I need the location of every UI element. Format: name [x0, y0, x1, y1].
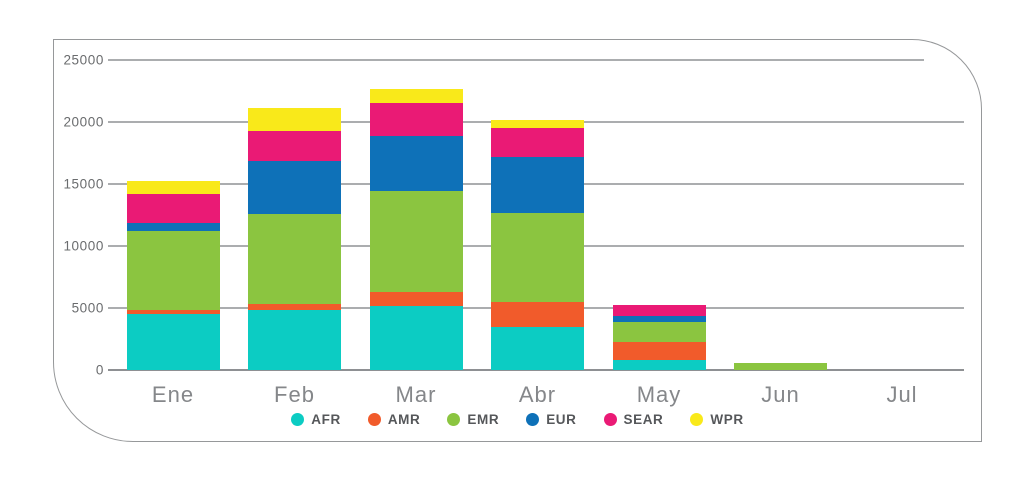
legend-dot-emr-icon [447, 413, 461, 426]
x-axis-label-ene: Ene [151, 382, 195, 407]
x-axis-label-may: May [636, 382, 682, 407]
legend-label-emr: EMR [467, 412, 500, 427]
y-axis-tick-label: 15000 [63, 176, 104, 192]
bar-segment-sear-mar [369, 103, 463, 137]
bar-segment-amr-ene [126, 309, 220, 315]
bar-segment-wpr-ene [126, 180, 220, 194]
legend-dot-eur-icon [526, 413, 540, 426]
legend-label-amr: AMR [387, 412, 421, 427]
bar-segment-eur-ene [126, 223, 220, 232]
y-axis-tick-label: 25000 [63, 52, 104, 68]
legend-label-wpr: WPR [710, 412, 744, 427]
chart-card: 0 5000 10000 15000 20000 25000 Ene Feb Mar Abr May… [53, 39, 982, 442]
bar-segment-amr-mar [369, 291, 463, 306]
bar-segment-amr-may [612, 342, 706, 361]
bar-jun [734, 362, 827, 370]
bar-segment-emr-mar [369, 191, 463, 292]
y-axis-tick-label: 20000 [63, 114, 104, 130]
bar-segment-eur-feb [248, 161, 341, 215]
x-axis-label-mar: Mar [395, 382, 437, 407]
legend-label-sear: SEAR [623, 412, 664, 427]
bar-segment-amr-abr [491, 301, 584, 328]
legend-dot-amr-icon [367, 413, 381, 426]
bar-segment-wpr-mar [369, 89, 463, 104]
legend-item-afr: AFR [291, 412, 341, 427]
bar-segment-wpr-abr [491, 120, 584, 128]
chart-legend: AFR AMR EMR EUR SEAR WPR [54, 412, 981, 427]
bar-may [612, 304, 706, 370]
bar-segment-amr-feb [248, 303, 341, 311]
bar-segment-sear-feb [248, 130, 341, 162]
y-axis-tick-label: 5000 [71, 300, 104, 316]
y-axis-tick-label: 0 [95, 362, 104, 378]
x-axis-label-jul: Jul [886, 382, 918, 407]
bar-segment-sear-may [612, 304, 706, 317]
legend-label-eur: EUR [546, 412, 577, 427]
legend-label-afr: AFR [311, 412, 341, 427]
stacked-bar-chart: 0 5000 10000 15000 20000 25000 Ene Feb Mar Abr May… [54, 40, 981, 441]
bar-segment-wpr-feb [248, 108, 341, 131]
bar-ene [126, 180, 220, 370]
bar-segment-eur-mar [369, 136, 463, 192]
bar-segment-emr-ene [126, 231, 220, 310]
legend-item-sear: SEAR [603, 412, 664, 427]
x-axis-label-abr: Abr [518, 382, 557, 407]
bar-segment-sear-abr [491, 127, 584, 157]
bar-segment-emr-may [612, 321, 706, 343]
legend-item-eur: EUR [526, 412, 576, 427]
bar-segment-afr-may [612, 360, 706, 370]
bar-segment-emr-feb [248, 214, 341, 304]
y-axis-tick-label: 10000 [63, 238, 104, 254]
x-axis-label-feb: Feb [274, 382, 315, 407]
legend-dot-wpr-icon [690, 413, 704, 426]
bar-mar [369, 89, 463, 370]
legend-item-wpr: WPR [690, 412, 743, 427]
bar-segment-afr-abr [491, 327, 584, 370]
legend-item-amr: AMR [367, 412, 421, 427]
x-axis-label-jun: Jun [761, 382, 800, 407]
legend-item-emr: EMR [447, 412, 499, 427]
bar-segment-emr-abr [491, 212, 584, 302]
bar-abr [491, 120, 584, 370]
bar-segment-eur-abr [491, 156, 584, 213]
bar-segment-afr-mar [369, 305, 463, 370]
legend-dot-sear-icon [603, 413, 617, 426]
bar-segment-eur-may [612, 316, 706, 322]
gridline-y0 [108, 369, 964, 371]
bar-feb [248, 108, 341, 370]
gridline-y25000 [108, 59, 924, 61]
bar-segment-afr-feb [248, 310, 341, 370]
bar-segment-afr-ene [126, 314, 220, 370]
bar-segment-sear-ene [126, 193, 220, 224]
legend-dot-afr-icon [291, 413, 305, 426]
bar-segment-emr-jun [734, 362, 827, 370]
